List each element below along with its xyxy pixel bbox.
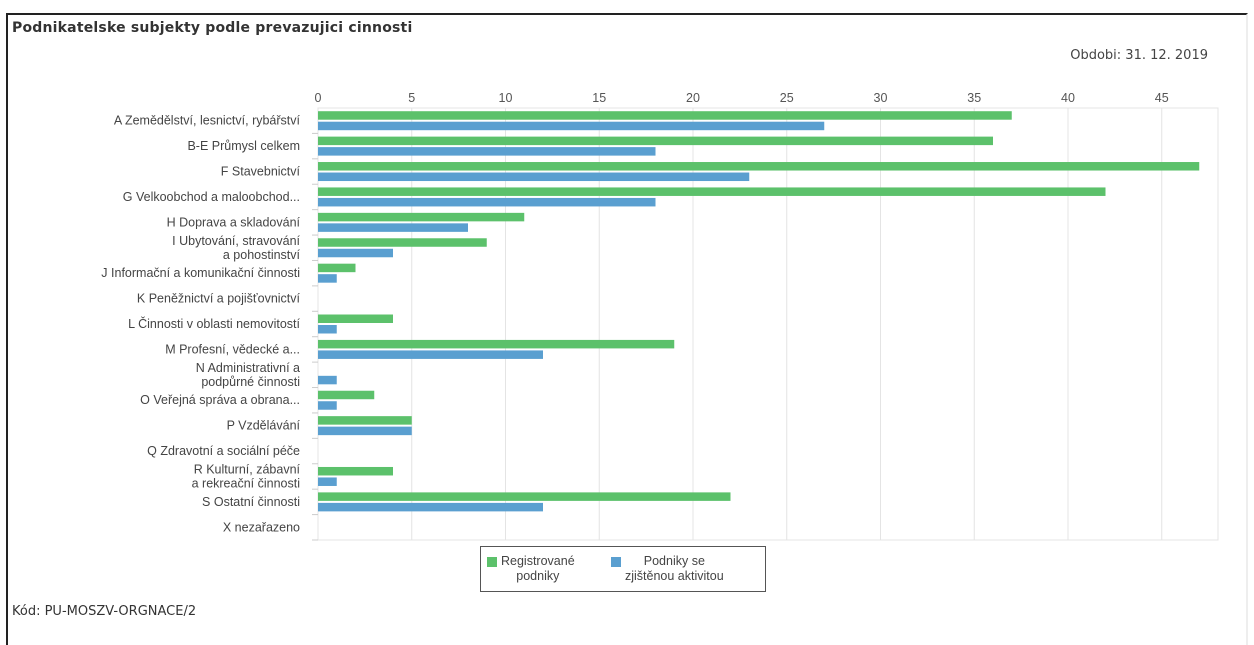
legend-label-registered-2: podniky <box>516 569 560 583</box>
report-code: Kód: PU-MOSZV-ORGNACE/2 <box>12 604 197 619</box>
bar-active-3 <box>318 197 656 207</box>
bar-registered-5 <box>318 238 487 247</box>
bar-active-4 <box>318 223 468 232</box>
category-label-14-1: a rekreační činnosti <box>192 476 300 490</box>
category-label-6: J Informační a komunikační činnosti <box>101 266 300 280</box>
bar-active-15 <box>318 502 543 512</box>
bar-registered-1 <box>318 136 993 146</box>
x-tick-label-35: 35 <box>967 91 981 105</box>
legend-item-registered[interactable]: Registrované podniky <box>487 554 575 584</box>
bar-registered-9 <box>318 339 675 349</box>
category-label-1: B-E Průmysl celkem <box>187 139 300 153</box>
x-tick-label-45: 45 <box>1155 91 1169 105</box>
category-label-4: H Doprava a skladování <box>167 215 301 229</box>
bar-active-12 <box>318 426 412 436</box>
category-label-14-0: R Kulturní, zábavní <box>194 462 301 476</box>
x-tick-label-10: 10 <box>499 91 513 105</box>
bar-registered-11 <box>318 390 375 400</box>
period-label: Obdobi: 31. 12. 2019 <box>1070 48 1208 63</box>
category-label-5-1: a pohostinství <box>223 248 301 262</box>
category-label-2: F Stavebnictví <box>221 165 301 179</box>
chart-frame <box>6 13 1248 645</box>
category-label-3: G Velkoobchod a maloobchod... <box>123 190 300 204</box>
category-label-16: X nezařazeno <box>223 520 300 534</box>
bar-registered-4 <box>318 212 525 222</box>
x-tick-label-5: 5 <box>408 91 415 105</box>
bar-registered-0 <box>318 111 1012 120</box>
bar-active-1 <box>318 147 656 156</box>
bar-registered-12 <box>318 416 412 425</box>
x-tick-label-20: 20 <box>686 91 700 105</box>
bar-active-6 <box>318 274 337 283</box>
category-label-7: K Peněžnictví a pojišťovnictví <box>137 292 301 306</box>
bar-active-11 <box>318 401 337 410</box>
bar-active-10 <box>318 375 337 385</box>
x-tick-label-30: 30 <box>874 91 888 105</box>
category-label-9: M Profesní, vědecké a... <box>165 342 300 356</box>
bar-active-9 <box>318 350 543 359</box>
category-label-0: A Zemědělství, lesnictví, rybářství <box>114 114 301 128</box>
legend-item-active[interactable]: Podniky se zjištěnou aktivitou <box>611 554 724 584</box>
bar-active-8 <box>318 325 337 334</box>
category-label-12: P Vzdělávání <box>227 419 301 433</box>
x-tick-label-40: 40 <box>1061 91 1075 105</box>
legend-swatch-active <box>611 557 621 567</box>
bar-active-5 <box>318 248 393 258</box>
x-tick-label-25: 25 <box>780 91 794 105</box>
bar-registered-14 <box>318 466 393 476</box>
bar-active-0 <box>318 121 825 131</box>
x-tick-label-0: 0 <box>315 91 322 105</box>
category-label-11: O Veřejná správa a obrana... <box>140 393 300 407</box>
bar-registered-15 <box>318 492 731 501</box>
legend-label-active-2: zjištěnou aktivitou <box>625 569 724 583</box>
bar-registered-3 <box>318 187 1106 196</box>
category-label-8: L Činnosti v oblasti nemovitostí <box>128 316 300 331</box>
bar-registered-2 <box>318 162 1200 171</box>
bar-registered-6 <box>318 263 356 273</box>
category-label-15: S Ostatní činnosti <box>202 495 300 509</box>
category-label-10-0: N Administrativní a <box>196 361 300 375</box>
chart-legend: Registrované podniky Podniky se zjištěno… <box>480 546 766 592</box>
category-label-10-1: podpůrné činnosti <box>201 375 300 389</box>
category-label-13: Q Zdravotní a sociální péče <box>147 444 300 458</box>
chart-title: Podnikatelske subjekty podle prevazujici… <box>12 20 413 36</box>
x-tick-label-15: 15 <box>592 91 606 105</box>
legend-label-registered-1: Registrované <box>501 554 575 568</box>
bar-active-14 <box>318 477 337 486</box>
legend-swatch-registered <box>487 557 497 567</box>
legend-label-active-1: Podniky se <box>643 554 705 568</box>
bar-registered-8 <box>318 314 393 323</box>
category-label-5-0: I Ubytování, stravování <box>172 234 300 248</box>
bar-active-2 <box>318 172 750 182</box>
